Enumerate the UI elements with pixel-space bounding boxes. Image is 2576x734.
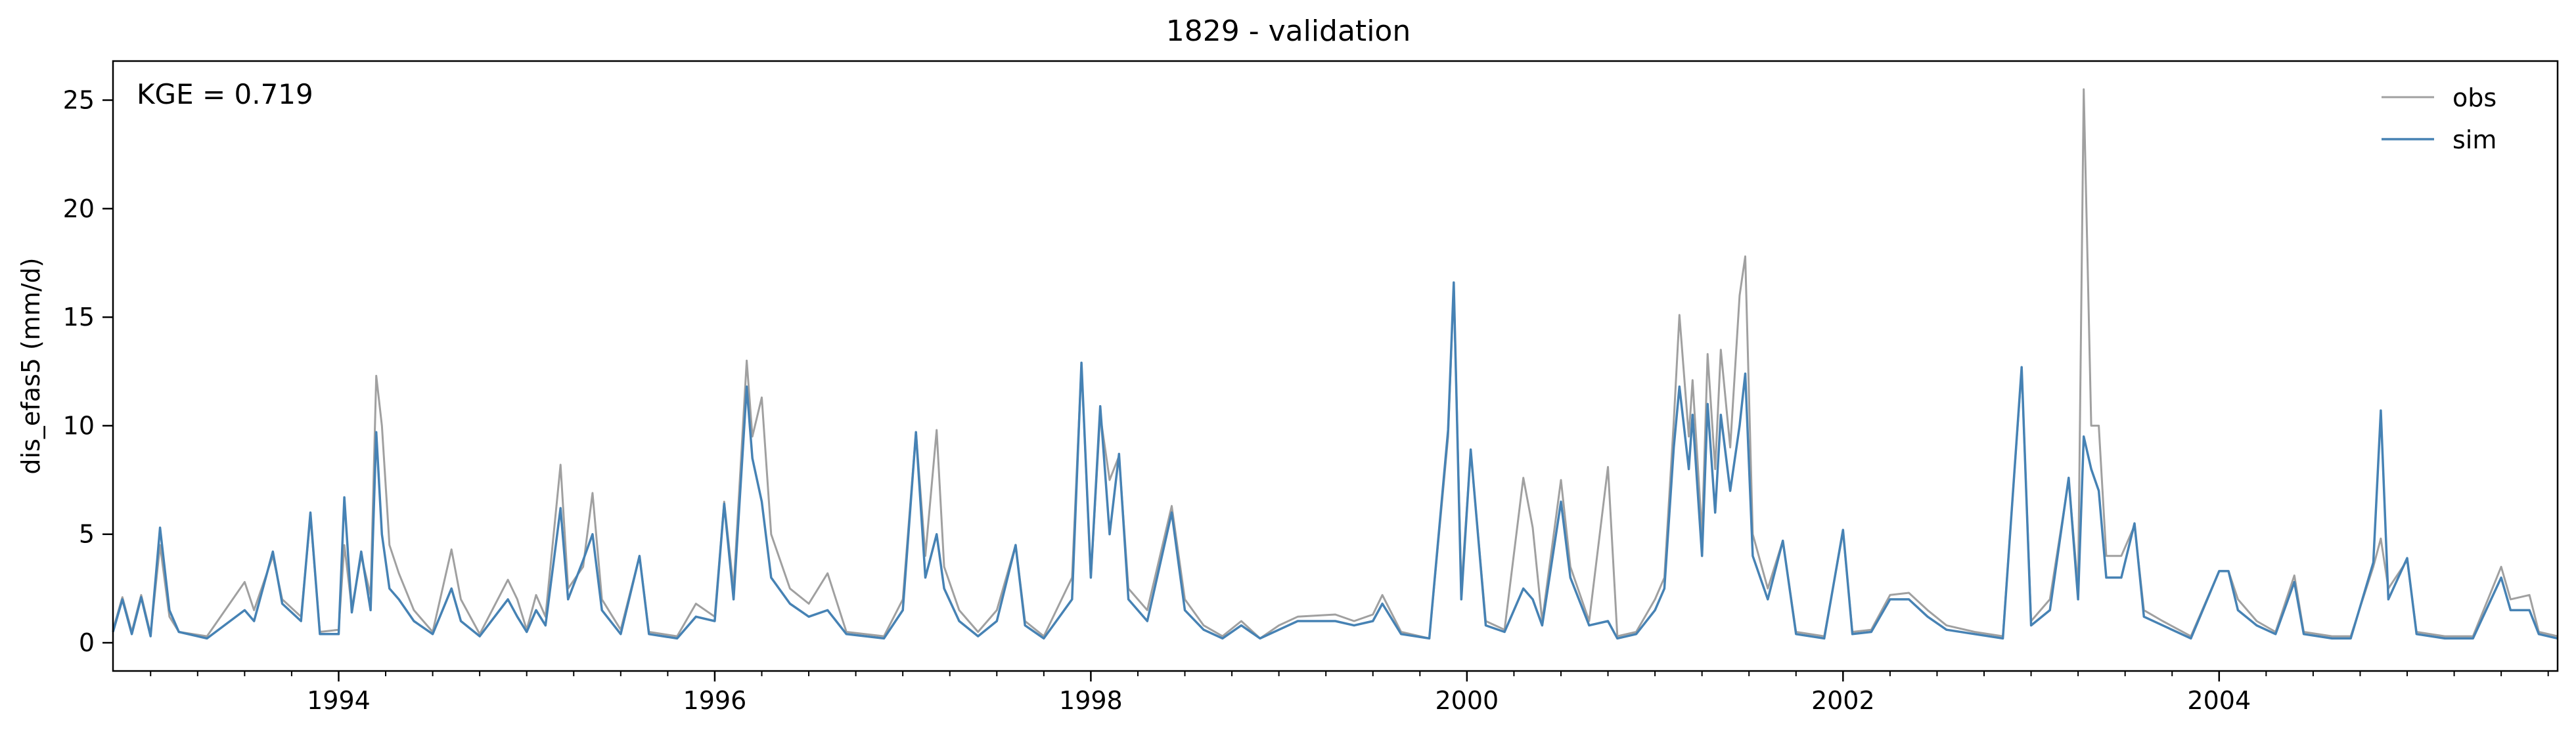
x-axis: 1994 1996 1998 2000 2002 2004 — [150, 671, 2549, 715]
series-line-obs — [112, 88, 2558, 639]
y-axis: 0 5 10 15 20 25 — [63, 86, 113, 657]
y-tick-label: 0 — [79, 628, 95, 657]
y-tick-label: 5 — [79, 520, 95, 549]
x-tick-label: 2000 — [1435, 686, 1499, 715]
x-tick-label: 2004 — [2187, 686, 2251, 715]
chart-title: 1829 - validation — [1166, 14, 1411, 48]
y-tick-label: 25 — [63, 86, 95, 115]
kge-annotation: KGE = 0.719 — [137, 78, 313, 110]
y-tick-label: 10 — [63, 411, 95, 440]
y-axis-label: dis_efas5 (mm/d) — [16, 257, 45, 474]
x-tick-label: 1996 — [683, 686, 747, 715]
y-tick-label: 20 — [63, 194, 95, 223]
series-line-sim — [112, 281, 2558, 640]
y-tick-label: 15 — [63, 303, 95, 332]
legend-label-obs: obs — [2452, 83, 2497, 112]
axes-frame — [112, 60, 2559, 672]
x-tick-label: 1998 — [1059, 686, 1123, 715]
series-lines — [112, 88, 2558, 640]
x-tick-label: 2002 — [1811, 686, 1875, 715]
legend: obs sim — [2382, 83, 2497, 154]
x-tick-label: 1994 — [307, 686, 371, 715]
legend-label-sim: sim — [2452, 125, 2497, 154]
